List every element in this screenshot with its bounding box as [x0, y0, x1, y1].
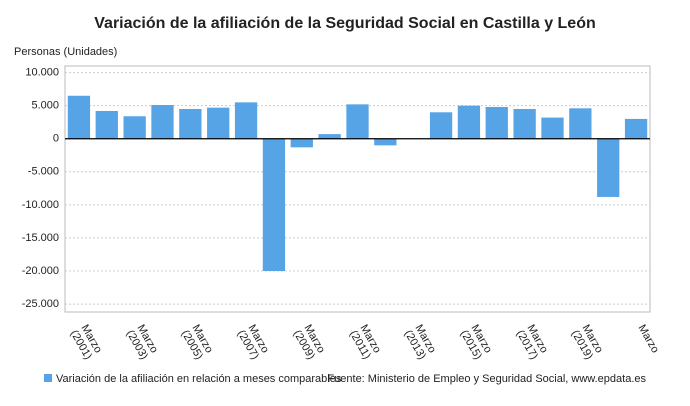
bar — [179, 108, 202, 139]
bar — [374, 138, 397, 146]
chart-title: Variación de la afiliación de la Segurid… — [94, 15, 596, 32]
bar — [318, 134, 341, 139]
bar — [262, 138, 286, 271]
bar — [569, 108, 592, 139]
bar — [67, 95, 91, 139]
bar — [234, 102, 258, 139]
y-tick-label: -10.000 — [22, 199, 59, 211]
bar — [151, 105, 174, 139]
bar — [457, 105, 481, 139]
y-tick-label: 0 — [53, 133, 59, 145]
y-tick-label: -15.000 — [22, 232, 59, 244]
y-tick-label: 10.000 — [25, 67, 59, 79]
plot-area — [64, 65, 651, 313]
bar — [429, 112, 453, 139]
bar — [207, 107, 230, 139]
bar — [290, 138, 313, 148]
bar — [597, 138, 620, 197]
legend-label: Variación de la afiliación en relación a… — [56, 373, 342, 385]
source: Fuente: Ministerio de Empleo y Seguridad… — [327, 373, 646, 385]
bar — [123, 116, 146, 139]
y-tick-label: -5.000 — [28, 166, 59, 178]
y-tick-label: -25.000 — [22, 298, 59, 310]
y-tick-label: 5.000 — [31, 100, 59, 112]
bar — [513, 108, 536, 139]
bar — [485, 107, 508, 139]
bar — [346, 104, 369, 139]
bar — [541, 117, 564, 139]
bar — [95, 110, 118, 139]
y-tick-label: -20.000 — [22, 265, 59, 277]
legend-swatch — [44, 374, 52, 382]
bar — [624, 118, 648, 139]
y-axis-label: Personas (Unidades) — [14, 46, 117, 58]
